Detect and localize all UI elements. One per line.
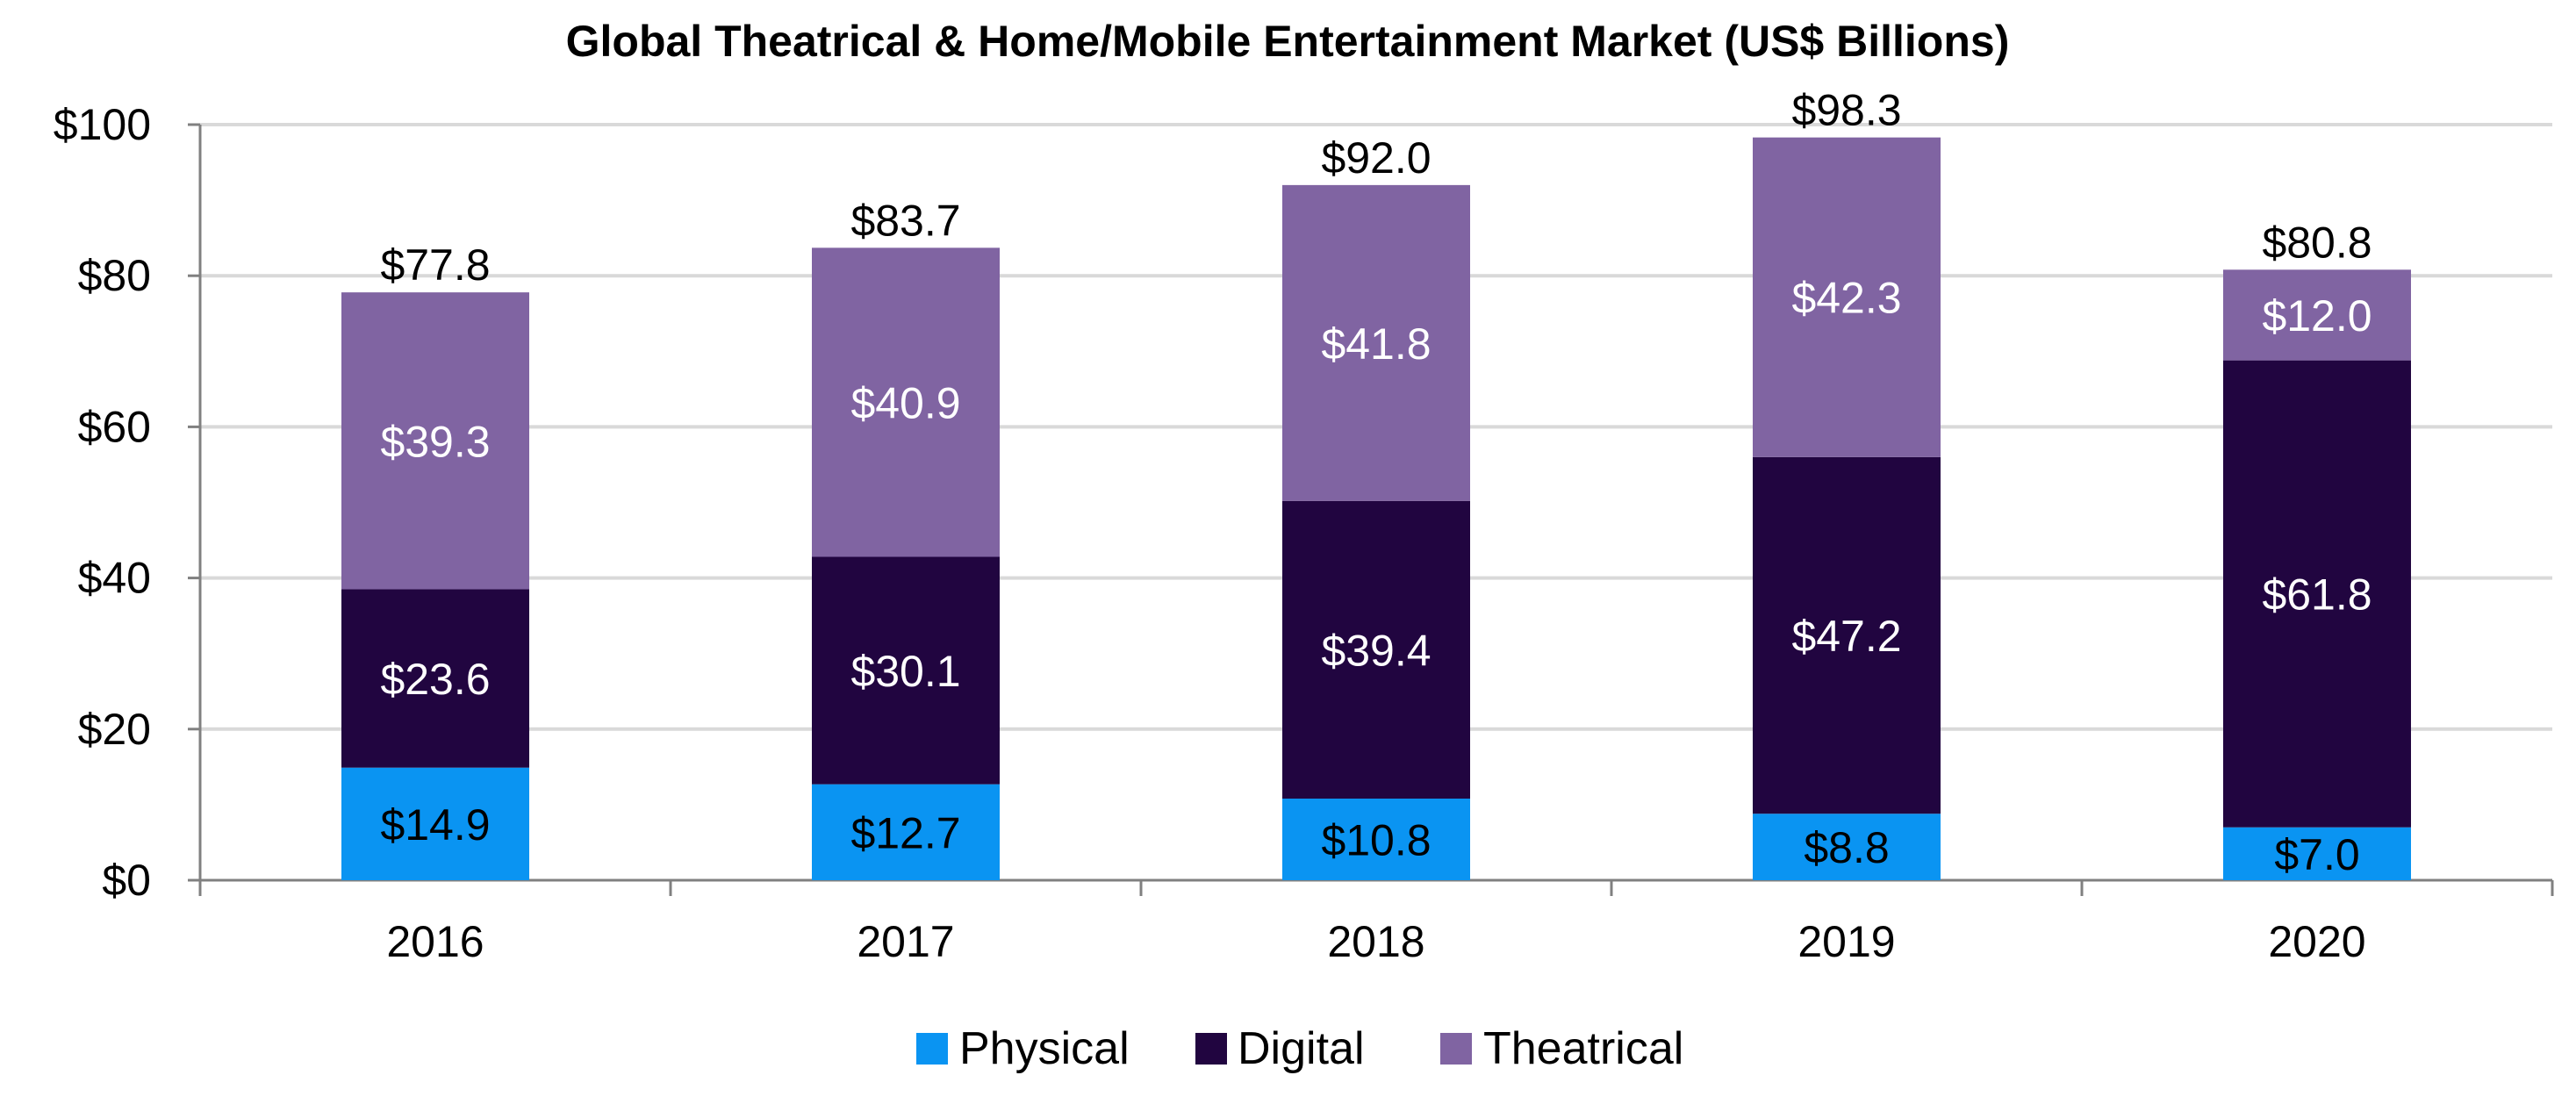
data-label-theatrical: $12.0 [2262, 291, 2371, 341]
bar-segment-theatrical [1282, 184, 1470, 501]
legend-label-physical: Physical [959, 1023, 1130, 1074]
bar-segment-physical [1753, 814, 1941, 880]
chart-title: Global Theatrical & Home/Mobile Entertai… [566, 17, 2010, 66]
data-label-digital: $39.4 [1321, 626, 1431, 675]
bar-segment-physical [1282, 799, 1470, 880]
data-label-digital: $30.1 [850, 647, 960, 696]
data-label-theatrical: $42.3 [1791, 274, 1901, 323]
data-label-physical: $14.9 [380, 800, 490, 850]
bar-segment-theatrical [1753, 137, 1941, 457]
bar-segment-physical [812, 784, 1000, 880]
data-label-physical: $12.7 [850, 808, 960, 857]
bar-segment-theatrical [2223, 269, 2411, 361]
bar-segment-digital [1753, 456, 1941, 814]
data-label-physical: $7.0 [2274, 830, 2359, 879]
data-label-theatrical: $40.9 [850, 378, 960, 427]
bar-segment-theatrical [812, 247, 1000, 557]
y-tick-label: $0 [102, 856, 151, 905]
x-tick-label: 2019 [1797, 917, 1895, 966]
total-label: $83.7 [850, 196, 960, 245]
y-tick-label: $60 [78, 402, 151, 451]
x-tick-label: 2017 [857, 917, 954, 966]
bars [341, 137, 2411, 880]
bar-segment-digital [341, 589, 529, 768]
data-label-digital: $23.6 [380, 655, 490, 704]
bar-segment-digital [812, 556, 1000, 785]
y-tick-label: $40 [78, 554, 151, 603]
bar-segment-digital [2223, 360, 2411, 828]
data-label-physical: $10.8 [1321, 816, 1431, 865]
legend-swatch-theatrical [1440, 1033, 1472, 1065]
legend-label-digital: Digital [1238, 1023, 1365, 1074]
total-label: $80.8 [2262, 218, 2371, 267]
y-tick-label: $100 [54, 100, 151, 149]
data-labels: $14.9 $23.6 $39.3 $77.8 $12.7 $30.1 $40.9 $83.7… [380, 86, 2371, 879]
x-tick-label: 2020 [2268, 917, 2365, 966]
total-label: $92.0 [1321, 133, 1431, 183]
x-tick-label: 2018 [1327, 917, 1424, 966]
data-label-digital: $61.8 [2262, 570, 2371, 620]
data-label-theatrical: $39.3 [380, 417, 490, 466]
data-label-theatrical: $41.8 [1321, 319, 1431, 369]
legend-label-theatrical: Theatrical [1483, 1023, 1683, 1074]
bar-segment-physical [341, 767, 529, 880]
data-label-digital: $47.2 [1791, 612, 1901, 661]
legend-swatch-physical [916, 1033, 948, 1065]
total-label: $77.8 [380, 240, 490, 290]
x-tick-label: 2016 [386, 917, 484, 966]
total-label: $98.3 [1791, 86, 1901, 135]
bar-segment-theatrical [341, 292, 529, 590]
legend-swatch-digital [1195, 1033, 1227, 1065]
data-label-physical: $8.8 [1804, 823, 1889, 872]
y-tick-label: $80 [78, 251, 151, 300]
legend: Physical Digital Theatrical [916, 1023, 1683, 1074]
bar-segment-physical [2223, 827, 2411, 880]
bar-segment-digital [1282, 500, 1470, 799]
y-tick-label: $20 [78, 705, 151, 754]
